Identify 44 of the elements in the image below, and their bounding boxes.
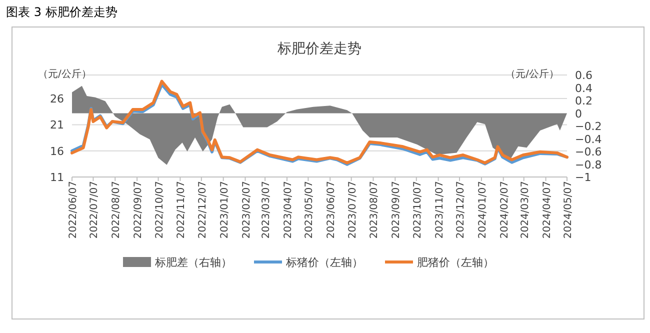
y-tick-label: 21 [50, 118, 64, 132]
y2-tick-label: −0.6 [575, 146, 602, 158]
y2-axis-title: （元/公斤） [506, 68, 559, 80]
y2-tick-label: 0.4 [575, 82, 592, 95]
y2-tick-label: −0.8 [575, 158, 602, 172]
x-tick-label: 2022/09/07 [133, 181, 144, 239]
x-tick-label: 2023/02/07 [241, 181, 252, 239]
x-tick-label: 2024/05/07 [563, 181, 574, 239]
y-tick-label: 26 [50, 92, 64, 106]
y-axis-title: （元/公斤） [38, 68, 92, 80]
x-tick-label: 2024/04/07 [542, 181, 553, 239]
y2-tick-label: −0.2 [575, 120, 602, 133]
chart-subtitle: 标肥价差走势 [276, 41, 362, 57]
x-tick-label: 2023/04/07 [282, 181, 294, 239]
y-tick-label: 11 [50, 171, 64, 184]
x-tick-label: 2023/10/07 [412, 181, 424, 239]
legend-label: 标猪价（左轴） [285, 256, 363, 269]
x-tick-label: 2022/10/07 [154, 181, 166, 239]
y-tick-label: 16 [50, 144, 64, 158]
x-tick-label: 2022/07/07 [89, 181, 100, 239]
y2-tick-label: 0.6 [575, 69, 592, 82]
x-tick-label: 2022/11/07 [176, 181, 188, 239]
chart-title: 图表 3 标肥价差走势 [6, 5, 118, 19]
y2-tick-label: −1 [575, 171, 592, 184]
x-tick-label: 2024/02/07 [499, 181, 510, 239]
y2-tick-label: 0 [575, 107, 582, 120]
x-tick-label: 2023/11/07 [434, 181, 446, 239]
x-tick-label: 2023/05/07 [304, 181, 316, 239]
x-tick-label: 2024/03/07 [520, 181, 531, 239]
x-tick-label: 2022/08/07 [111, 181, 122, 239]
legend-label: 标肥差（右轴） [154, 256, 232, 269]
x-tick-label: 2023/06/07 [326, 181, 338, 239]
y2-tick-label: −0.4 [575, 132, 602, 146]
x-tick-label: 2023/07/07 [347, 181, 358, 239]
x-tick-label: 2023/01/07 [219, 181, 230, 239]
x-tick-label: 2022/06/07 [68, 181, 79, 239]
y2-tick-label: 0.2 [575, 94, 592, 108]
legend-label: 肥猪价（左轴） [417, 256, 494, 269]
x-tick-label: 2024/01/07 [477, 181, 488, 239]
x-tick-label: 2023/09/07 [391, 181, 402, 239]
x-tick-label: 2023/03/07 [261, 181, 272, 239]
x-tick-label: 2023/12/07 [456, 181, 467, 239]
x-tick-label: 2023/08/07 [369, 181, 380, 239]
x-tick-label: 2022/12/07 [197, 181, 208, 239]
